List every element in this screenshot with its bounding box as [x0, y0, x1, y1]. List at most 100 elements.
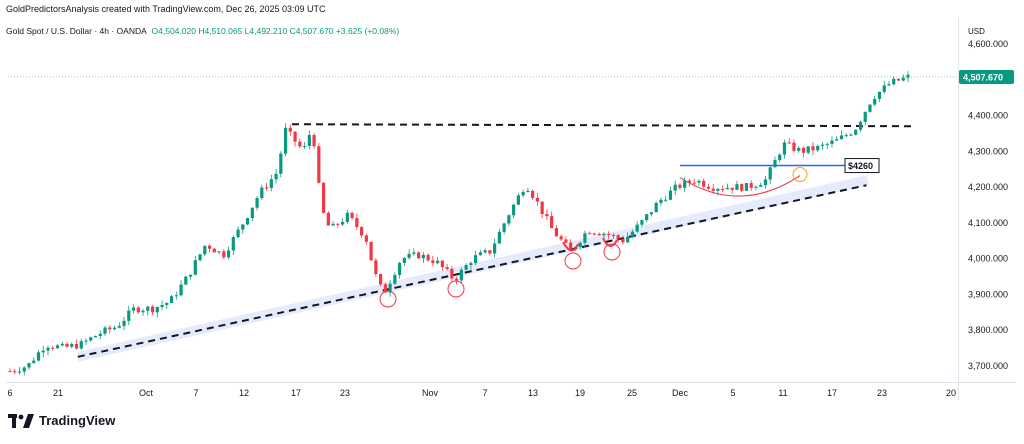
candle-body: [60, 343, 64, 346]
candle-body: [507, 215, 511, 224]
candle-body: [388, 283, 392, 293]
candle-body: [616, 235, 620, 239]
candle-body: [250, 207, 254, 219]
time-tick-label: 23: [877, 388, 887, 398]
candle-body: [345, 212, 349, 222]
support-touch-circle: [603, 243, 621, 261]
candle-body: [816, 145, 820, 151]
candle-body: [526, 190, 530, 192]
candle-body: [103, 327, 107, 334]
symbol-legend: Gold Spot / U.S. Dollar · 4h · OANDA O4,…: [6, 26, 399, 36]
time-axis[interactable]: [6, 382, 1016, 383]
candle-body: [683, 180, 687, 188]
candle-body: [583, 233, 587, 243]
price-tick-label: 4,100.000: [968, 218, 1008, 228]
candle-body: [374, 260, 378, 275]
candle-body: [502, 223, 506, 232]
candle-body: [469, 263, 473, 266]
candle-body: [839, 135, 844, 140]
candle-body: [792, 142, 796, 151]
candle-body: [165, 302, 169, 305]
time-tick-label: 25: [627, 388, 637, 398]
candle-body: [32, 360, 36, 364]
candle-body: [559, 236, 563, 240]
candle-body: [93, 336, 98, 338]
time-tick-label: 17: [291, 388, 301, 398]
candle-body: [540, 201, 544, 215]
candle-body: [597, 234, 601, 236]
candle-body: [212, 248, 216, 253]
candle-body: [706, 186, 711, 189]
candle-body: [226, 250, 231, 258]
candle-body: [207, 245, 212, 249]
candle-body: [198, 254, 202, 261]
candle-body: [535, 197, 539, 202]
price-tick-label: 4,600.000: [968, 39, 1008, 49]
candle-body: [236, 229, 240, 238]
candle-body: [417, 252, 421, 259]
candle-body: [74, 344, 79, 349]
candle-body: [664, 199, 668, 201]
candle-body: [607, 233, 611, 235]
time-tick-label: Nov: [422, 388, 439, 398]
candle-body: [782, 142, 787, 155]
candle-body: [744, 183, 749, 191]
candle-body: [464, 265, 468, 270]
candle-body: [283, 127, 288, 154]
candle-body: [901, 77, 905, 81]
candle-body: [89, 337, 93, 341]
price-axis-ticks: 4,600.0004,500.0004,400.0004,300.0004,20…: [8, 39, 1014, 371]
time-tick-label: 17: [827, 388, 837, 398]
candle-body: [725, 187, 730, 190]
ohlc-high: H4,510.065: [198, 26, 243, 36]
candle-body: [179, 284, 183, 296]
candle-body: [421, 254, 425, 259]
candle-body: [122, 320, 126, 326]
price-axis[interactable]: [958, 18, 1017, 400]
candle-body: [188, 274, 193, 277]
support-touch-circle: [447, 280, 465, 298]
ohlc-open: O4,504.020: [151, 26, 196, 36]
candle-body: [877, 91, 882, 99]
candle-body: [51, 347, 55, 349]
candle-body: [858, 121, 863, 130]
candle-body: [630, 231, 635, 237]
candle-body: [654, 202, 658, 213]
candle-body: [302, 145, 307, 147]
candle-body: [521, 191, 525, 196]
candle-body: [754, 186, 758, 188]
candle-body: [445, 267, 449, 269]
candle-body: [393, 274, 397, 284]
candle-body: [844, 135, 848, 137]
candle-body: [383, 284, 387, 293]
candle-body: [431, 260, 435, 264]
candle-body: [825, 143, 829, 145]
candle-body: [331, 223, 335, 226]
candle-body: [22, 367, 26, 372]
candle-body: [649, 212, 654, 215]
candle-body: [735, 184, 739, 190]
candle-body: [797, 147, 801, 151]
candle-body: [379, 274, 383, 285]
candle-body: [702, 180, 706, 187]
candle-body: [602, 233, 606, 236]
candle-body: [611, 234, 616, 236]
candle-body: [773, 160, 777, 168]
candle-body: [554, 228, 559, 237]
candle-body: [873, 98, 877, 105]
candle-body: [588, 233, 592, 235]
time-tick-label: 6: [7, 388, 12, 398]
tradingview-brand: TradingView: [8, 413, 115, 428]
candle-body: [478, 252, 482, 256]
candle-body: [412, 252, 416, 254]
candle-body: [835, 139, 839, 141]
candle-body: [550, 216, 554, 229]
candle-body: [830, 140, 834, 144]
candle-body: [455, 278, 459, 281]
candle-body: [896, 78, 901, 81]
candle-body: [298, 141, 302, 147]
candle-body: [806, 146, 810, 153]
candle-body: [127, 310, 131, 321]
time-axis-ticks: 6 21 Oct 7 12 17 23 Nov 7 13 19 25 Dec 5 11 17 23 20: [7, 388, 956, 398]
